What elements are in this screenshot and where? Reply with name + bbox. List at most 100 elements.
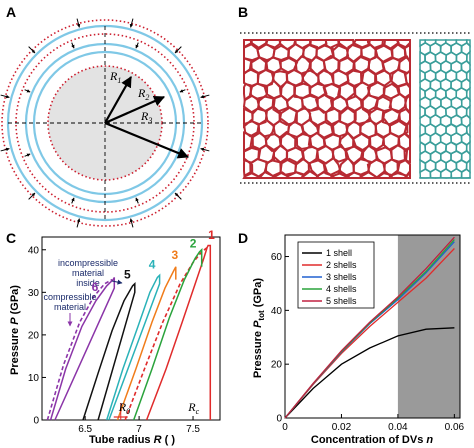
pressure-arrow-outer-1 (174, 192, 182, 200)
c-xtick-label: 7.5 (186, 424, 200, 435)
annot-compressible-1: compressible (43, 292, 96, 302)
r0-marker-label: R0 (118, 400, 130, 416)
panel-d-ylabel: Pressure Ptot (GPa) (252, 278, 266, 378)
panel-c-xlabel: Tube radius R ( ) (89, 434, 175, 446)
d-legend-label: 5 shells (326, 296, 357, 306)
d-ytick-label: 0 (276, 414, 282, 425)
d-legend-label: 4 shells (326, 284, 357, 294)
d-xtick-label: 0.06 (445, 422, 465, 433)
hexagon-cell (419, 168, 432, 179)
defected-nanotube (242, 39, 411, 179)
c-curve-label-1: 1 (208, 228, 215, 242)
c-curve-label-3: 3 (171, 248, 178, 262)
compressible-annotation: compressible material (43, 292, 97, 327)
annot-incompressible-2: material (72, 268, 104, 278)
c-ytick-label: 30 (28, 288, 40, 299)
panel-c-ticks: 0 10 20 30 40 6.5 7 7.5 (28, 245, 201, 435)
pressure-arrow-outer-11 (200, 94, 210, 99)
r3-label: R3 (140, 109, 152, 125)
pressure-arrow-outer-4 (28, 192, 36, 200)
panel-d-label: D (238, 230, 248, 246)
radius-arrow-3 (104, 121, 190, 159)
outer-dotted-ring (1, 19, 209, 227)
panel-d-legend: 1 shell 2 shells 3 shells 4 shells 5 shells (297, 241, 375, 309)
panel-a-diagram: R1 R2 R3 (0, 18, 210, 228)
r1-label: R1 (109, 69, 121, 85)
panel-d-curves (284, 236, 455, 419)
hexagon-cell (343, 171, 362, 179)
d-legend-label: 1 shell (326, 248, 352, 258)
r2-label: R2 (137, 86, 149, 102)
panel-c-curve-labels: 123 4 5 6 (92, 228, 216, 294)
c-dashed-curve-0 (124, 246, 208, 421)
d-ytick-label: 60 (271, 252, 283, 263)
hexagon-cell (366, 158, 387, 179)
pressure-arrow-outer-9 (129, 18, 134, 28)
c-curve-1 (145, 244, 212, 421)
c-curve-5 (82, 282, 136, 421)
d-ytick-label: 40 (271, 306, 283, 317)
panel-c-chart: 0 10 20 30 40 6.5 7 7.5 Pressure P (GPa) Tube r… (9, 228, 221, 446)
panel-d-xlabel: Concentration of DVs n (311, 434, 434, 446)
pressure-arrow-outer-0 (200, 147, 210, 152)
hexagon-cell (440, 167, 453, 179)
pressure-arrow-outer-8 (76, 18, 81, 28)
c-curve-label-4: 4 (149, 257, 156, 271)
annot-incompressible-1: incompressible (58, 258, 118, 268)
c-ytick-label: 10 (28, 373, 40, 384)
pressure-arrow-inner-5 (71, 42, 75, 49)
hexagon-cell (344, 92, 363, 114)
hexagon-cell (359, 170, 379, 179)
panel-d-frame (284, 234, 461, 419)
hexagon-cell (271, 171, 290, 179)
hexagon-cell (403, 145, 411, 164)
hexagon-cell (330, 169, 351, 179)
pressure-arrow-inner-1 (135, 197, 139, 204)
d-xtick-label: 0 (282, 422, 288, 433)
hexagon-cell (317, 120, 335, 140)
panel-d-ticks: 0 20 40 60 0 0.02 0.04 0.06 (271, 252, 465, 433)
rc-marker-label: Rc (187, 400, 199, 416)
pressure-arrow-outer-10 (174, 46, 182, 54)
panel-c-frame (41, 236, 221, 421)
high-concentration-shade (397, 235, 460, 418)
d-xtick-label: 0.02 (332, 422, 352, 433)
hexagon-cell (302, 170, 319, 179)
d-xtick-label: 0.04 (388, 422, 408, 433)
c-curve-label-6: 6 (92, 280, 99, 294)
panel-c-label: C (6, 230, 16, 246)
pressure-arrow-outer-3 (76, 218, 81, 228)
panel-c-ylabel: Pressure P (GPa) (9, 285, 21, 375)
radius-arrow-2 (104, 95, 166, 125)
panel-d-chart: 0 20 40 60 0 0.02 0.04 0.06 1 shell 2 shells 3 sh… (252, 234, 465, 446)
d-legend-label: 2 shells (326, 260, 357, 270)
hexagon-cell (315, 169, 335, 179)
d-curve-5-shells (284, 236, 455, 419)
pressure-arrow-outer-5 (0, 147, 10, 152)
hexagon-cell (397, 132, 411, 153)
hexagon-cell (401, 168, 411, 179)
radius-arrow-1 (104, 76, 132, 124)
panel-b-nanotubes (240, 32, 471, 184)
pressure-arrow-inner-2 (71, 197, 75, 204)
middle-dotted-ring (15, 33, 195, 213)
annot-incompressible-3: inside (76, 278, 100, 288)
hexagon-cell (242, 171, 262, 179)
c-ytick-label: 40 (28, 245, 40, 256)
pressure-arrow-inner-3 (24, 153, 31, 157)
pressure-arrow-outer-2 (129, 218, 134, 228)
c-dashed-curve-1 (46, 278, 113, 421)
hexagon-cell (450, 167, 463, 179)
panel-c-curves (46, 244, 212, 421)
pressure-arrow-outer-6 (0, 94, 10, 99)
d-legend-label: 3 shells (326, 272, 357, 282)
c-xtick-label: 6.5 (78, 424, 92, 435)
c-curve-3 (116, 266, 177, 421)
hexagon-cell (256, 171, 278, 179)
c-curve-6 (49, 277, 116, 421)
annot-incompressible-arrow (111, 279, 123, 285)
hexagon-cell (344, 145, 364, 166)
hexagon-cell (309, 39, 328, 50)
pristine-nanotube (419, 39, 471, 179)
